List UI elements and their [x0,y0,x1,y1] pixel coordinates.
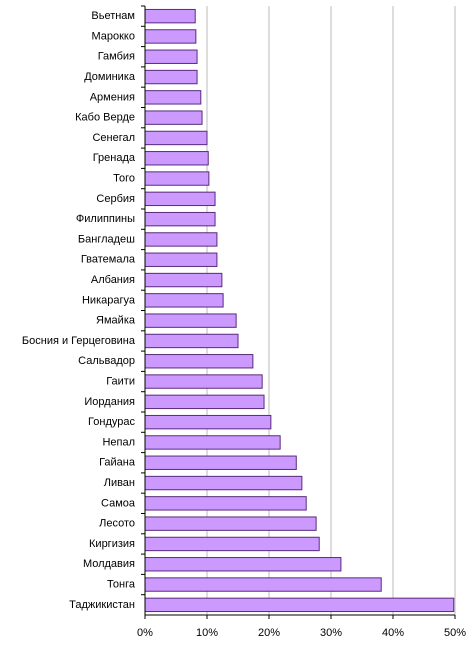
bar [144,597,455,613]
bar [144,8,196,24]
y-tick-label: Иордания [84,396,135,408]
y-tick-label: Доминика [84,71,136,83]
bar [144,191,216,207]
x-tick-label: 20% [258,627,280,639]
bar [144,90,202,105]
y-tick-label: Албания [91,274,135,286]
x-tick-label: 40% [382,627,404,639]
bar [144,130,208,146]
bar [144,272,223,288]
y-tick-label: Ливан [104,477,135,489]
bar [144,435,281,450]
bar [144,293,224,308]
x-tick-label: 0% [137,627,153,639]
bar [144,496,307,511]
bar [144,354,254,369]
bar [144,211,216,227]
y-tick-label: Гаити [106,375,135,387]
y-tick-label: Сальвадор [78,355,135,367]
y-tick-label: Марокко [91,30,135,42]
y-tick-label: Сербия [96,193,135,205]
bar [144,536,320,552]
bar [144,313,237,328]
x-tick-label: 50% [444,627,466,639]
bar [144,171,210,186]
bar [144,252,218,267]
bar [144,69,198,85]
y-tick-label: Самоа [101,497,136,509]
bar [144,151,209,166]
y-tick-label: Гондурас [88,416,135,428]
y-tick-label: Киргизия [89,538,135,550]
bar [144,557,342,572]
y-tick-label: Гайана [99,457,136,469]
y-tick-label: Сенегал [92,132,135,144]
bar [144,414,272,430]
y-tick-label: Гамбия [98,51,135,63]
y-tick-label: Вьетнам [91,10,135,22]
bar [144,374,263,389]
bar [144,333,239,349]
y-tick-label: Филиппины [76,213,135,225]
bar [144,232,218,247]
bar [144,455,297,470]
y-tick-label: Гватемала [81,254,136,266]
y-tick-label: Бангладеш [78,233,135,245]
x-tick-label: 10% [196,627,218,639]
y-tick-label: Молдавия [83,558,135,570]
y-tick-label: Того [113,172,135,184]
bar [144,516,317,531]
bar [144,29,197,44]
y-tick-label: Таджикистан [69,599,135,611]
y-tick-label: Кабо Верде [75,112,135,124]
bar [144,394,265,410]
bar [144,110,203,125]
bar [144,49,198,64]
y-tick-label: Армения [90,91,135,103]
y-tick-label: Никарагуа [82,294,136,306]
x-tick-label: 30% [320,627,342,639]
y-tick-label: Босния и Герцеговина [22,335,136,347]
y-tick-label: Лесото [99,518,135,530]
y-tick-label: Непал [102,436,135,448]
bar [144,475,303,491]
y-tick-label: Гренада [93,152,136,164]
bar [144,577,382,592]
y-tick-label: Ямайка [96,315,136,327]
y-tick-label: Тонга [107,578,136,590]
